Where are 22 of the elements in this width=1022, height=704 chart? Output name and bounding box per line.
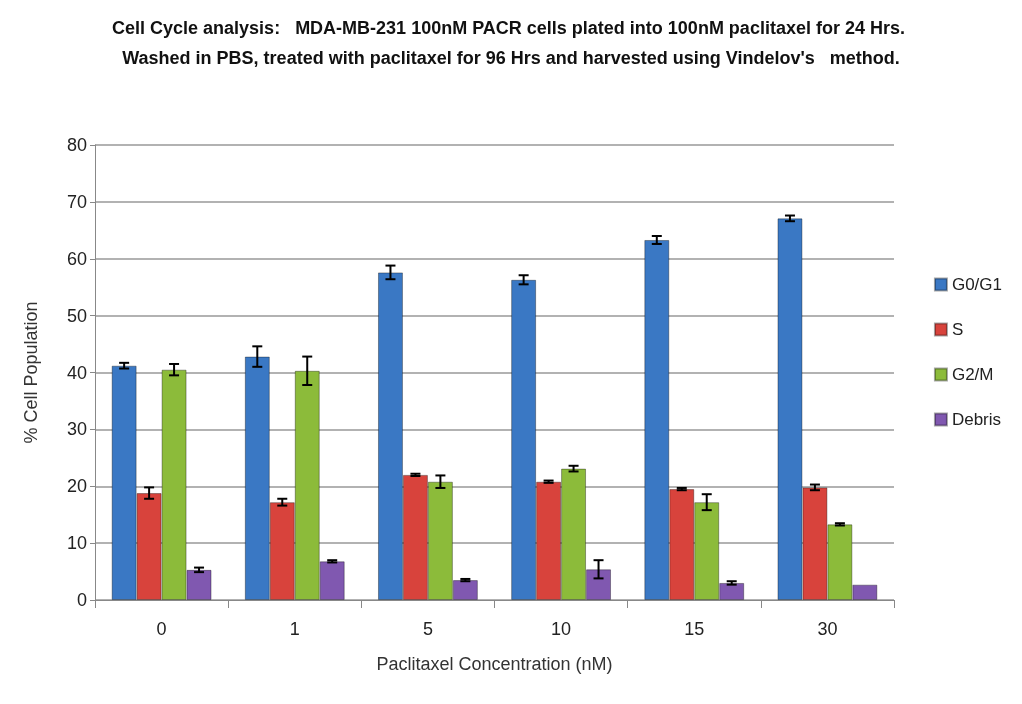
y-tick-label: 40 xyxy=(66,362,87,383)
legend-label: G2/M xyxy=(951,365,994,384)
legend-label: S xyxy=(951,320,964,339)
y-tick-label: 20 xyxy=(66,476,87,497)
y-tick-label: 60 xyxy=(66,248,87,269)
legend-label: Debris xyxy=(951,410,1002,429)
y-tick-label: 0 xyxy=(76,590,87,610)
legend-label: G0/G1 xyxy=(951,275,1003,294)
y-axis-title: % Cell Population xyxy=(21,301,41,444)
x-axis-title: Paclitaxel Concentration (nM) xyxy=(376,654,613,674)
x-tick-label: 5 xyxy=(422,619,433,639)
y-tick-label: 50 xyxy=(66,305,87,326)
y-tick-label: 10 xyxy=(66,533,87,554)
y-tick-label: 70 xyxy=(66,191,87,212)
x-tick-label: 15 xyxy=(684,619,705,639)
x-tick-label: 1 xyxy=(289,619,300,639)
chart-title: Cell Cycle analysis: MDA-MB-231 100nM PACR cells plated into 100nM paclitaxel for 24 Hrs. Washed in PBS, treated with paclitaxel for 96 Hrs and harvested using Vindelov's method. xyxy=(112,18,910,68)
y-tick-label: 80 xyxy=(66,135,87,155)
x-tick-label: 30 xyxy=(817,619,838,639)
y-tick-label: 30 xyxy=(66,419,87,440)
x-tick-label: 0 xyxy=(156,619,167,639)
x-tick-label: 10 xyxy=(551,619,572,639)
